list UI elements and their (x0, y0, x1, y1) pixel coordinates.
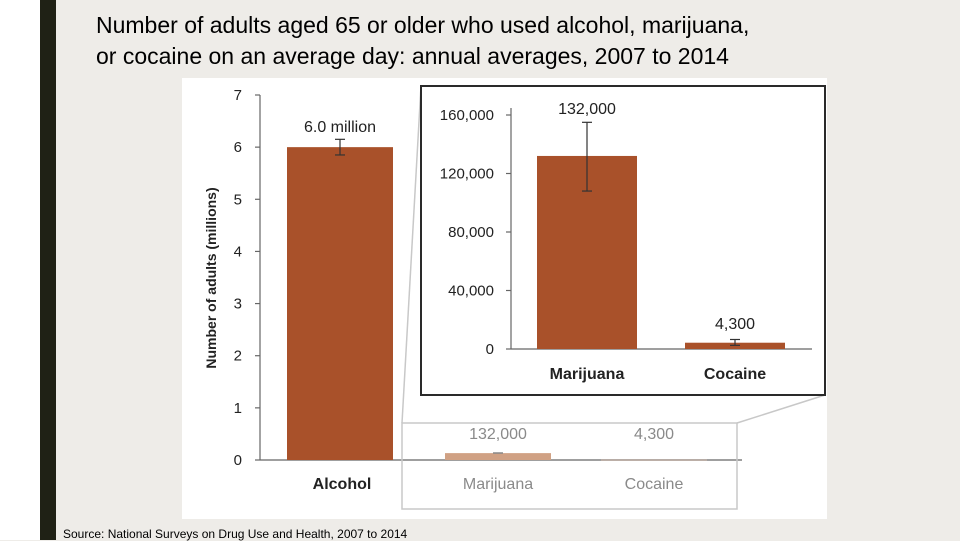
chart-svg: 0 1 2 3 4 5 6 7 Number of adults (millions) 6.0… (203, 85, 826, 510)
main-y-axis-label: Number of adults (millions) (203, 187, 219, 368)
inset-category-label: Marijuana (550, 366, 625, 383)
main-y-tick-label: 3 (234, 296, 242, 313)
slide-title: Number of adults aged 65 or older who us… (96, 10, 946, 72)
main-y-tick-label: 7 (234, 87, 242, 104)
main-y-tick-label: 1 (234, 400, 242, 417)
zoom-region-box (401, 422, 738, 510)
zoom-connector-right (736, 394, 826, 424)
main-category-label: Alcohol (313, 476, 372, 493)
inset-y-tick-label: 80,000 (448, 224, 494, 241)
main-bar-marijuana (445, 453, 551, 460)
slide-accent-bar (40, 0, 56, 540)
title-line-2: or cocaine on an average day: annual ave… (96, 43, 729, 69)
main-y-tick-label: 6 (234, 139, 242, 156)
main-y-tick-label: 2 (234, 348, 242, 365)
inset-y-tick-label: 160,000 (440, 107, 494, 124)
inset-category-label: Cocaine (704, 366, 766, 383)
main-y-tick-label: 5 (234, 191, 242, 208)
main-data-label: 132,000 (469, 426, 527, 443)
inset-y-tick-label: 40,000 (448, 283, 494, 300)
inset-y-tick-label: 0 (486, 341, 494, 358)
main-category-label: Cocaine (625, 476, 684, 493)
main-y-tick-label: 0 (234, 452, 242, 469)
main-data-label: 6.0 million (304, 119, 376, 136)
main-data-label: 4,300 (634, 426, 674, 443)
main-bar-alcohol (287, 147, 393, 460)
source-note: Source: National Surveys on Drug Use and… (63, 527, 408, 541)
inset-data-label: 132,000 (558, 101, 616, 118)
main-y-tick-label: 4 (234, 243, 242, 260)
title-line-1: Number of adults aged 65 or older who us… (96, 12, 750, 38)
main-bar-cocaine (601, 459, 707, 461)
slide-left-margin (0, 0, 40, 540)
zoom-connector-left (401, 85, 422, 424)
inset-data-label: 4,300 (715, 316, 755, 333)
chart-area: 0 1 2 3 4 5 6 7 Number of adults (millions) 6.0… (182, 78, 827, 519)
inset-y-tick-label: 120,000 (440, 166, 494, 183)
main-category-label: Marijuana (463, 476, 533, 493)
